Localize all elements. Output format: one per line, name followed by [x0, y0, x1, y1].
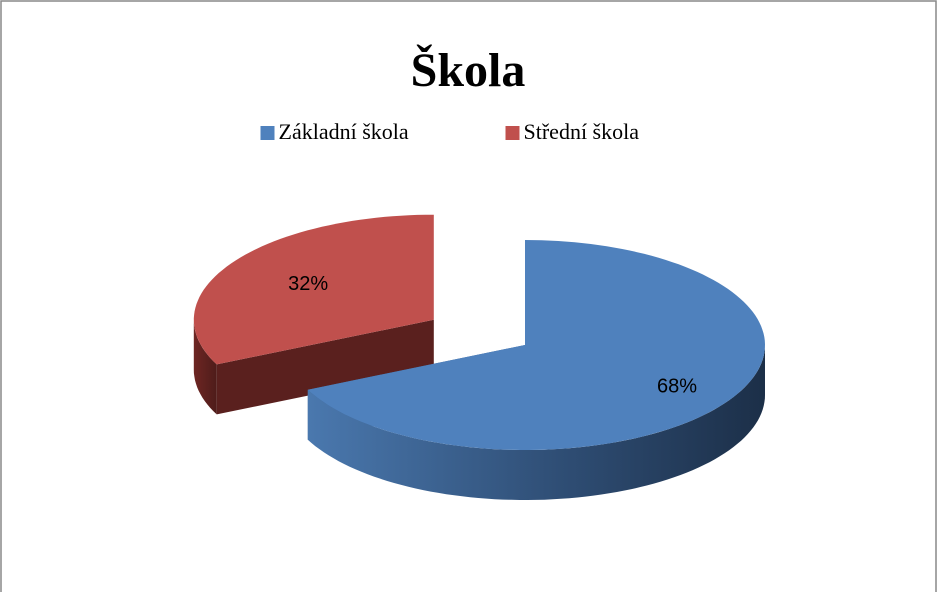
data-label: 32%: [288, 273, 328, 295]
legend-label: Střední škola: [524, 119, 640, 144]
slice-side: [193, 319, 217, 415]
slice-cut-face: [216, 319, 434, 415]
legend-label: Základní škola: [279, 119, 409, 144]
slice: [193, 214, 434, 365]
legend-swatch: [505, 126, 520, 140]
slice: [307, 240, 765, 450]
slice-side: [307, 345, 765, 500]
data-label: 68%: [657, 375, 697, 397]
chart-title: Škola: [411, 43, 526, 97]
legend-swatch: [260, 126, 275, 140]
